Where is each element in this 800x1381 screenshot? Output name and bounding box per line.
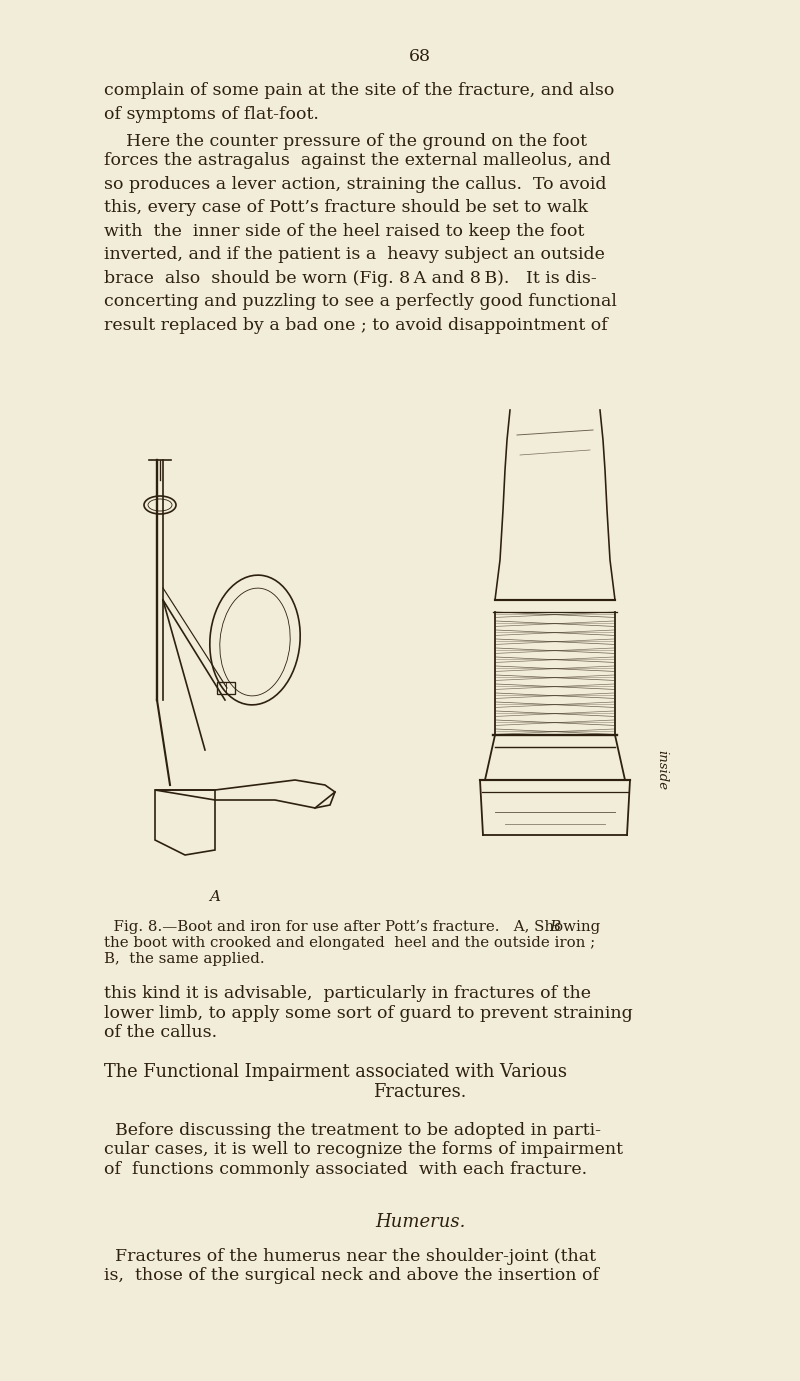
Text: Fractures.: Fractures. [374, 1083, 466, 1101]
Text: Fig. 8.—Boot and iron for use after Pott’s fracture.   A, Showing: Fig. 8.—Boot and iron for use after Pott… [104, 920, 600, 934]
Text: 68: 68 [409, 48, 431, 65]
Text: this kind it is advisable,  particularly in fractures of the: this kind it is advisable, particularly … [104, 985, 591, 1003]
Text: lower limb, to apply some sort of guard to prevent straining: lower limb, to apply some sort of guard … [104, 1004, 633, 1022]
Text: is,  those of the surgical neck and above the insertion of: is, those of the surgical neck and above… [104, 1268, 599, 1284]
Text: B,  the same applied.: B, the same applied. [104, 952, 265, 965]
Text: cular cases, it is well to recognize the forms of impairment: cular cases, it is well to recognize the… [104, 1142, 623, 1159]
Text: Here the counter pressure of the ground on the foot: Here the counter pressure of the ground … [104, 133, 587, 149]
Text: A: A [210, 889, 221, 905]
Text: inside: inside [655, 750, 668, 790]
Text: The Functional Impairment associated with Various: The Functional Impairment associated wit… [104, 1063, 567, 1081]
Text: forces the astragalus  against the external malleolus, and
so produces a lever a: forces the astragalus against the extern… [104, 152, 617, 334]
Text: Humerus.: Humerus. [375, 1213, 465, 1230]
Bar [217, 682, 235, 695]
Text: B: B [550, 920, 561, 934]
Text: complain of some pain at the site of the fracture, and also
of symptoms of flat-: complain of some pain at the site of the… [104, 81, 614, 123]
Text: Fractures of the humerus near the shoulder-joint (that: Fractures of the humerus near the should… [104, 1248, 596, 1265]
Text: of  functions commonly associated  with each fracture.: of functions commonly associated with ea… [104, 1161, 587, 1178]
Text: the boot with crooked and elongated  heel and the outside iron ;: the boot with crooked and elongated heel… [104, 936, 595, 950]
Text: of the callus.: of the callus. [104, 1023, 217, 1041]
Text: Before discussing the treatment to be adopted in parti-: Before discussing the treatment to be ad… [104, 1121, 601, 1139]
